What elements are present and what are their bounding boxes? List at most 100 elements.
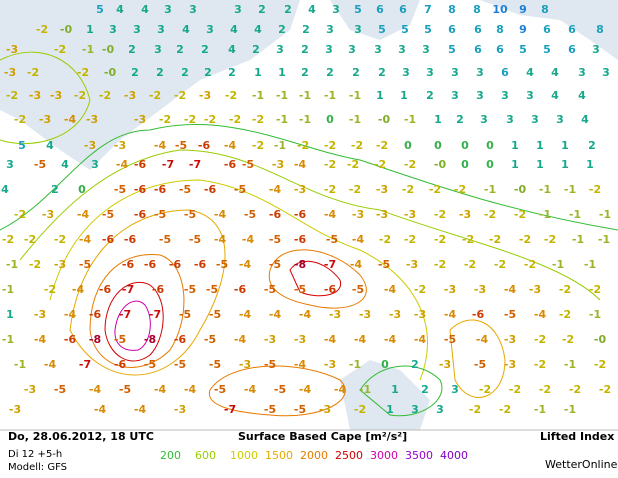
- map-label: -2: [54, 43, 66, 56]
- map-label: -5: [264, 358, 276, 371]
- map-label: -2: [589, 183, 601, 196]
- map-label: -2: [174, 89, 186, 102]
- map-label: -5: [474, 358, 486, 371]
- map-label: 6: [568, 43, 576, 56]
- map-label: -3: [404, 208, 416, 221]
- map-label: -5: [154, 208, 166, 221]
- map-label: -3: [6, 43, 18, 56]
- map-label: 3: [325, 43, 333, 56]
- map-label: -5: [214, 383, 226, 396]
- map-label: -7: [122, 283, 134, 296]
- map-label: -5: [444, 333, 456, 346]
- map-label: 3: [592, 43, 600, 56]
- map-label: -4: [134, 403, 147, 416]
- map-label: 1: [400, 89, 408, 102]
- map-label: -3: [4, 66, 16, 79]
- map-label: -4: [354, 333, 367, 346]
- map-label: -5: [189, 233, 201, 246]
- map-label: -6: [224, 158, 237, 171]
- map-label: -4: [244, 383, 257, 396]
- map-label: -4: [242, 233, 255, 246]
- map-label: -1: [299, 113, 311, 126]
- map-label: 3: [206, 23, 214, 36]
- map-label: -3: [389, 308, 401, 321]
- map-label: 1: [561, 158, 569, 171]
- map-label: -5: [504, 308, 516, 321]
- map-label: 3: [326, 23, 334, 36]
- map-label: -7: [324, 258, 336, 271]
- map-label: -4: [34, 333, 47, 346]
- map-label: -4: [334, 383, 347, 396]
- map-label: -8: [294, 258, 306, 271]
- map-label: -4: [214, 208, 227, 221]
- map-label: -4: [476, 333, 489, 346]
- legend-value: 3000: [370, 449, 398, 462]
- map-label: -2: [149, 89, 161, 102]
- map-label: -2: [324, 139, 336, 152]
- map-label: -3: [376, 208, 388, 221]
- map-label: -6: [122, 258, 135, 271]
- map-label: 5: [354, 3, 362, 16]
- map-label: -2: [324, 183, 336, 196]
- map-label: -3: [329, 308, 341, 321]
- map-label: 2: [131, 66, 139, 79]
- map-label: -5: [174, 358, 186, 371]
- map-label: 3: [531, 113, 539, 126]
- map-label: -1: [14, 358, 26, 371]
- map-label: 3: [133, 23, 141, 36]
- contour: [0, 123, 618, 231]
- map-label: -4: [324, 333, 337, 346]
- map-label: -3: [414, 308, 426, 321]
- contour: [104, 281, 164, 362]
- map-label: -0: [378, 113, 391, 126]
- map-label: 3: [411, 403, 419, 416]
- map-label: -6: [472, 308, 485, 321]
- map-label: -4: [534, 308, 547, 321]
- map-label: -4: [64, 113, 77, 126]
- map-label: -2: [225, 89, 237, 102]
- date: Do, 28.06.2012, 18 UTC: [8, 430, 154, 443]
- map-label: -4: [294, 158, 307, 171]
- map-label: -4: [77, 208, 90, 221]
- map-label: 1: [254, 66, 262, 79]
- map-label: 6: [568, 23, 576, 36]
- map-label: 0: [381, 358, 389, 371]
- map-label: -6: [89, 308, 102, 321]
- map-label: -1: [6, 258, 18, 271]
- map-label: -1: [564, 183, 576, 196]
- map-label: 7: [424, 3, 432, 16]
- map-label: -5: [102, 208, 114, 221]
- map-label: 3: [398, 43, 406, 56]
- map-label: 3: [506, 113, 514, 126]
- map-label: -2: [2, 233, 14, 246]
- map-label: -0: [594, 333, 607, 346]
- map-label: -7: [189, 158, 201, 171]
- map-label: -2: [534, 333, 546, 346]
- map-label: -6: [294, 233, 307, 246]
- map-label: -2: [599, 383, 611, 396]
- map-label: -6: [64, 333, 77, 346]
- map-label: -5: [269, 233, 281, 246]
- map-label: 0: [78, 183, 86, 196]
- map-label: -0: [514, 183, 527, 196]
- map-label: 2: [326, 66, 334, 79]
- map-label: -3: [39, 113, 51, 126]
- map-label: -6: [169, 258, 182, 271]
- map-label: -2: [402, 183, 414, 196]
- map-label: -3: [294, 333, 306, 346]
- map-label: 1: [376, 89, 384, 102]
- map-label: 6: [399, 3, 407, 16]
- map-label: -3: [319, 403, 331, 416]
- map-label: -0: [60, 23, 73, 36]
- map-label: -2: [204, 113, 216, 126]
- map-label: -7: [162, 158, 174, 171]
- map-label: -4: [384, 333, 397, 346]
- map-label: -4: [352, 233, 365, 246]
- map-label: 6: [376, 3, 384, 16]
- map-label: 1: [278, 66, 286, 79]
- map-label: 0: [461, 139, 469, 152]
- map-label: -2: [429, 183, 441, 196]
- map-label: 2: [51, 183, 59, 196]
- map-label: 5: [543, 43, 551, 56]
- map-label: -4: [154, 383, 167, 396]
